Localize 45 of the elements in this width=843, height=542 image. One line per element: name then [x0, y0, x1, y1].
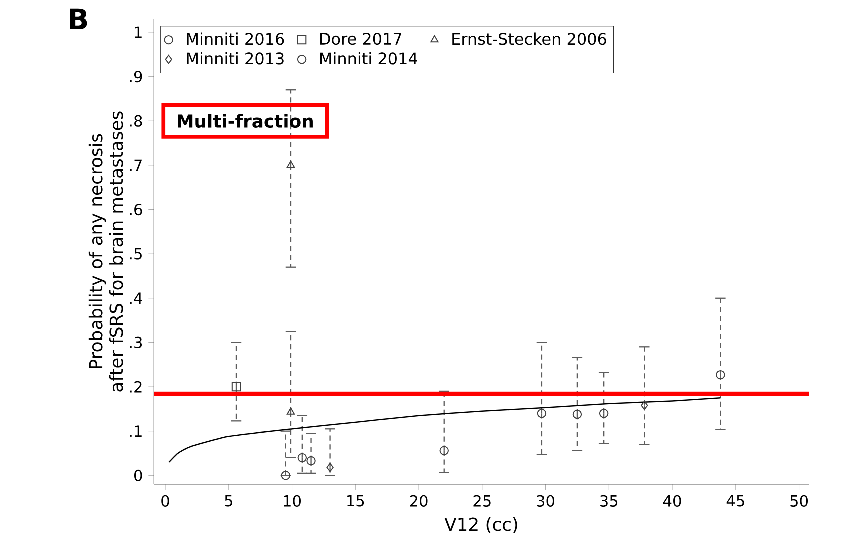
x-tick-label: 10	[284, 495, 302, 507]
y-tick-label: .8	[130, 115, 142, 127]
y-tick-label: .7	[130, 160, 142, 171]
legend-label: Dore 2017	[320, 32, 402, 46]
y-tick-label: .4	[130, 292, 142, 304]
point	[537, 408, 547, 418]
x-tick-label: 25	[474, 495, 491, 507]
y-tick-label: 1	[135, 26, 142, 38]
y-tick-label: .9	[130, 70, 142, 83]
y-tick-label: .1	[130, 426, 142, 437]
point	[281, 471, 291, 480]
x-tick-label: 0	[162, 495, 170, 507]
y-tick-label: .6	[130, 204, 142, 216]
x-tick-label: 5	[225, 495, 232, 507]
y-tick-label: 0	[134, 470, 142, 482]
legend-label: Ernst-Stecken 2006	[452, 32, 606, 46]
point	[716, 370, 726, 380]
point	[306, 456, 316, 466]
x-tick-label: 15	[348, 495, 364, 507]
point	[326, 463, 334, 472]
y-tick-label: .3	[130, 336, 142, 348]
x-tick-label: 20	[410, 495, 428, 507]
point	[572, 410, 582, 420]
x-tick-label: 45	[726, 495, 744, 507]
y-tick-label: .5	[130, 248, 142, 260]
annotation: Multi-fraction	[178, 114, 313, 128]
x-axis-title: V12 (cc)	[444, 517, 518, 534]
point	[641, 400, 648, 410]
x-tick-label: 50	[790, 495, 808, 507]
point	[599, 408, 609, 418]
y-axis-title: Probability of any necrosis after fSRS for brain metastases	[88, 112, 124, 392]
legend-label: Minniti 2014	[320, 52, 418, 65]
x-tick-label: 40	[664, 495, 682, 507]
point	[298, 453, 308, 462]
line-series	[168, 397, 722, 463]
point	[286, 408, 296, 415]
text: B	[70, 8, 88, 30]
x-tick-label: 35	[600, 495, 618, 507]
x-tick-label: 30	[537, 495, 555, 507]
legend-label: Minniti 2016	[187, 32, 284, 46]
point	[286, 160, 296, 168]
legend-label: Minniti 2013	[187, 52, 284, 65]
point	[440, 446, 449, 456]
point	[232, 382, 242, 392]
y-tick-label: .2	[130, 381, 142, 393]
